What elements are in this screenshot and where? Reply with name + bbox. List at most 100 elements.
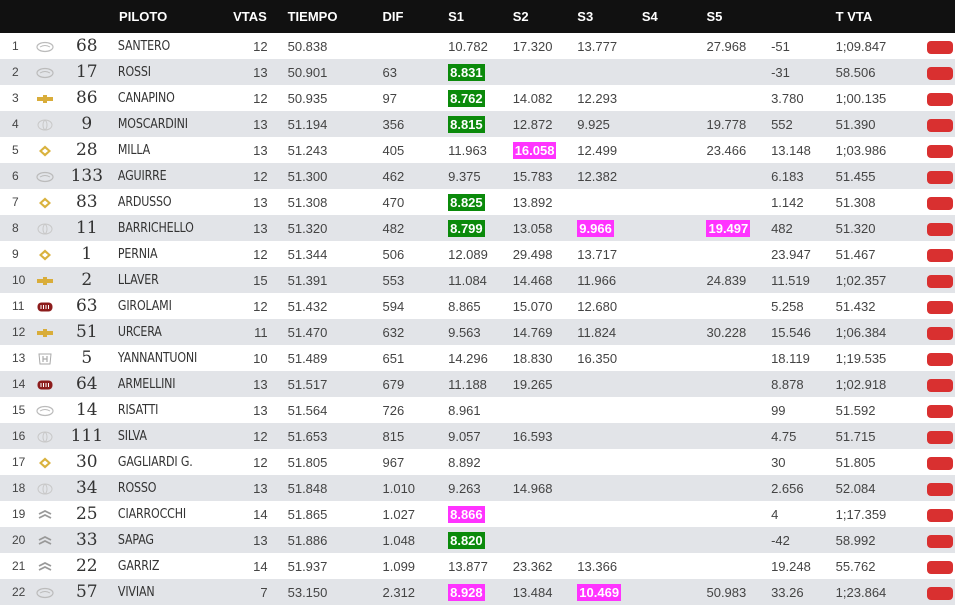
driver-name: VIVIAN — [117, 584, 155, 600]
lap-time-cell: 51.592 — [835, 402, 876, 418]
status-flag-icon[interactable] — [926, 300, 953, 314]
header-pos — [0, 0, 30, 33]
status-flag-icon[interactable] — [926, 222, 953, 236]
time-cell: 51.432 — [287, 298, 328, 314]
sector4-cell — [636, 397, 701, 423]
status-flag-icon[interactable] — [926, 66, 953, 80]
car-number: 34 — [75, 478, 98, 498]
best-sector-badge: 8.815 — [448, 115, 485, 133]
header-s1: S1 — [448, 9, 465, 24]
table-row[interactable]: 2 17 ROSSI 13 50.901 63 8.831 -31 58.506 — [0, 59, 955, 85]
table-row[interactable]: 1 68 SANTERO 12 50.838 10.782 17.320 13.777 27.9… — [0, 33, 955, 59]
table-row[interactable]: 14 64 ARMELLINI 13 51.517 679 11.188 19.265 8.87… — [0, 371, 955, 397]
table-row[interactable]: 16 111 SILVA 12 51.653 815 9.057 16.593 4.75 51.7… — [0, 423, 955, 449]
time-cell: 51.489 — [287, 350, 328, 366]
status-flag-icon[interactable] — [926, 430, 953, 444]
status-cell — [921, 371, 955, 397]
sector5-cell — [700, 293, 765, 319]
sector5-cell — [700, 241, 765, 267]
status-flag-icon[interactable] — [926, 274, 953, 288]
header-vtas: VTAS — [233, 9, 267, 24]
status-flag-icon[interactable] — [926, 92, 953, 106]
table-row[interactable]: 9 1 PERNIA 12 51.344 506 12.089 29.498 13.717 23.… — [0, 241, 955, 267]
gap-cell: 1.099 — [382, 558, 416, 574]
table-row[interactable]: 12 51 URCERA 11 51.470 632 9.563 14.769 11.824 30… — [0, 319, 955, 345]
gap-cell: 1.027 — [382, 506, 416, 522]
sector4-cell — [636, 241, 701, 267]
status-flag-icon[interactable] — [926, 144, 953, 158]
status-flag-icon[interactable] — [926, 326, 953, 340]
status-flag-icon[interactable] — [926, 560, 953, 574]
table-row[interactable]: 10 2 LLAVER 15 51.391 553 11.084 14.468 11.966 24… — [0, 267, 955, 293]
diff-cell: 11.519 — [771, 272, 810, 288]
gap-cell: 2.312 — [382, 584, 416, 600]
chevrolet-logo-icon — [37, 329, 54, 338]
position-cell: 20 — [12, 533, 26, 547]
status-flag-icon[interactable] — [926, 482, 953, 496]
status-flag-icon[interactable] — [926, 404, 953, 418]
table-row[interactable]: 4 9 MOSCARDINI 13 51.194 356 8.815 12.872 9.925 1… — [0, 111, 955, 137]
laps-cell: 10 — [253, 350, 268, 366]
sector1-cell: 8.820 — [442, 527, 507, 553]
table-row[interactable]: 17 30 GAGLIARDI G. 12 51.805 967 8.892 30 51.805 — [0, 449, 955, 475]
sector5-cell: 23.466 — [706, 142, 747, 158]
car-number: 9 — [81, 114, 93, 134]
status-flag-icon[interactable] — [926, 248, 953, 262]
diff-cell: 15.546 — [771, 324, 811, 340]
sector5-cell: 24.839 — [706, 272, 747, 288]
table-row[interactable]: 3 86 CANAPINO 12 50.935 97 8.762 14.082 12.293 3.… — [0, 85, 955, 111]
table-row[interactable]: 22 57 VIVIAN 7 53.150 2.312 8.928 13.484 10.469 5… — [0, 579, 955, 605]
table-row[interactable]: 5 28 MILLA 13 51.243 405 11.963 16.058 12.499 23.… — [0, 137, 955, 163]
laps-cell: 13 — [253, 64, 268, 80]
table-row[interactable]: 13 5 YANNANTUONI 10 51.489 651 14.296 18.830 16.… — [0, 345, 955, 371]
table-row[interactable]: 15 14 RISATTI 13 51.564 726 8.961 99 51.592 — [0, 397, 955, 423]
status-cell — [921, 267, 955, 293]
car-number: 51 — [75, 322, 98, 342]
lap-time-cell: 58.992 — [835, 532, 876, 548]
table-row[interactable]: 20 33 SAPAG 13 51.886 1.048 8.820 -42 58.992 — [0, 527, 955, 553]
table-row[interactable]: 7 83 ARDUSSO 13 51.308 470 8.825 13.892 1.142 51.… — [0, 189, 955, 215]
status-flag-icon[interactable] — [926, 118, 953, 132]
sector2-cell: 17.320 — [512, 38, 553, 54]
sector3-cell: 11.824 — [577, 324, 617, 340]
sector4-cell — [636, 449, 701, 475]
brand-cell — [30, 345, 60, 371]
status-flag-icon[interactable] — [926, 352, 953, 366]
status-flag-icon[interactable] — [926, 196, 953, 210]
laps-cell: 14 — [253, 506, 268, 522]
table-row[interactable]: 18 34 ROSSO 13 51.848 1.010 9.263 14.968 2.656 52… — [0, 475, 955, 501]
table-row[interactable]: 8 11 BARRICHELLO 13 51.320 482 8.799 13.058 9.96… — [0, 215, 955, 241]
status-flag-icon[interactable] — [926, 40, 953, 54]
status-flag-icon[interactable] — [926, 378, 953, 392]
status-flag-icon[interactable] — [926, 170, 953, 184]
status-flag-icon[interactable] — [926, 586, 953, 600]
sector5-cell — [700, 423, 765, 449]
best-sector-badge: 8.762 — [448, 89, 485, 107]
sector3-cell — [571, 527, 636, 553]
best-sector-badge: 8.799 — [448, 219, 485, 237]
lap-time-cell: 51.715 — [835, 428, 876, 444]
status-flag-icon[interactable] — [926, 508, 953, 522]
table-row[interactable]: 6 133 AGUIRRE 12 51.300 462 9.375 15.783 12.382 6… — [0, 163, 955, 189]
status-flag-icon[interactable] — [926, 456, 953, 470]
sector4-cell — [636, 579, 701, 605]
status-flag-icon[interactable] — [926, 534, 953, 548]
sector3-cell: 12.382 — [577, 168, 618, 184]
sector5-cell — [700, 345, 765, 371]
lap-time-cell: 1;03.986 — [835, 142, 887, 158]
time-cell: 51.564 — [287, 402, 328, 418]
chevrolet-logo-icon — [37, 95, 54, 104]
table-row[interactable]: 11 63 GIROLAMI 12 51.432 594 8.865 15.070 12.680… — [0, 293, 955, 319]
sector2-cell: 23.362 — [512, 558, 553, 574]
diff-cell: -51 — [771, 38, 790, 54]
table-row[interactable]: 19 25 CIARROCCHI 14 51.865 1.027 8.866 4 1;17.35… — [0, 501, 955, 527]
brand-cell — [30, 553, 60, 579]
car-number: 68 — [75, 36, 98, 56]
brand-cell — [30, 163, 60, 189]
sector3-cell: 12.293 — [577, 90, 618, 106]
car-number: 30 — [75, 452, 98, 472]
status-cell — [921, 449, 955, 475]
brand-cell — [30, 449, 60, 475]
sector2-cell: 13.058 — [512, 220, 553, 236]
table-row[interactable]: 21 22 GARRIZ 14 51.937 1.099 13.877 23.362 13.36… — [0, 553, 955, 579]
